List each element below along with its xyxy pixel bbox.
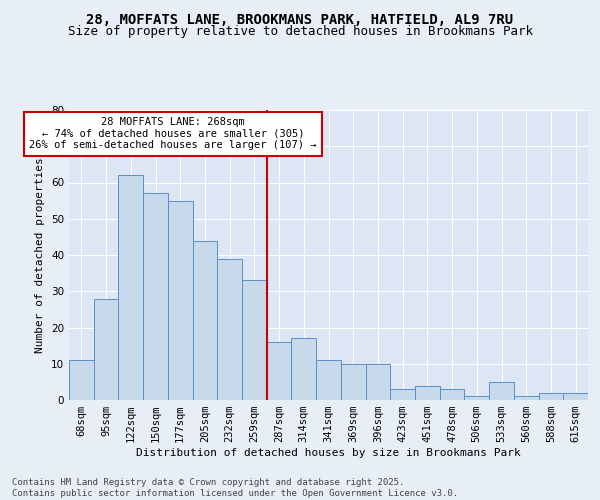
Text: Contains HM Land Registry data © Crown copyright and database right 2025.
Contai: Contains HM Land Registry data © Crown c…	[12, 478, 458, 498]
X-axis label: Distribution of detached houses by size in Brookmans Park: Distribution of detached houses by size …	[136, 448, 521, 458]
Bar	[69, 360, 94, 400]
Bar	[341, 364, 365, 400]
Bar	[365, 364, 390, 400]
Y-axis label: Number of detached properties: Number of detached properties	[35, 157, 46, 353]
Bar	[563, 393, 588, 400]
Bar	[94, 298, 118, 400]
Bar	[539, 393, 563, 400]
Bar	[316, 360, 341, 400]
Bar	[242, 280, 267, 400]
Bar	[267, 342, 292, 400]
Bar	[440, 389, 464, 400]
Text: Size of property relative to detached houses in Brookmans Park: Size of property relative to detached ho…	[67, 25, 533, 38]
Bar	[217, 258, 242, 400]
Bar	[168, 200, 193, 400]
Bar	[292, 338, 316, 400]
Text: 28 MOFFATS LANE: 268sqm
← 74% of detached houses are smaller (305)
26% of semi-d: 28 MOFFATS LANE: 268sqm ← 74% of detache…	[29, 117, 317, 150]
Bar	[390, 389, 415, 400]
Bar	[464, 396, 489, 400]
Bar	[489, 382, 514, 400]
Text: 28, MOFFATS LANE, BROOKMANS PARK, HATFIELD, AL9 7RU: 28, MOFFATS LANE, BROOKMANS PARK, HATFIE…	[86, 12, 514, 26]
Bar	[193, 240, 217, 400]
Bar	[143, 194, 168, 400]
Bar	[415, 386, 440, 400]
Bar	[118, 176, 143, 400]
Bar	[514, 396, 539, 400]
